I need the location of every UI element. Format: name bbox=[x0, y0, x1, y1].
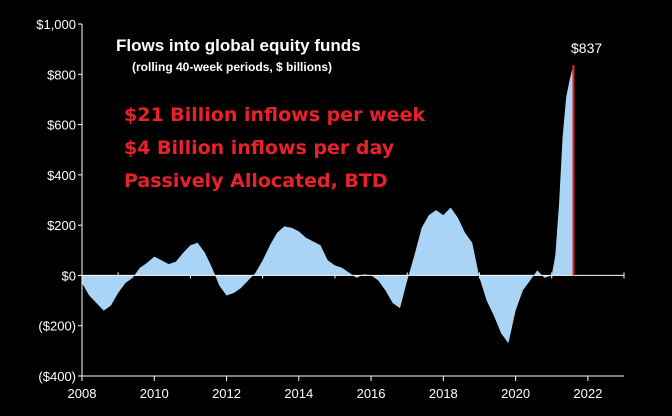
x-tick-label: 2010 bbox=[140, 386, 169, 401]
x-tick-label: 2022 bbox=[573, 386, 602, 401]
chart-subtitle: (rolling 40-week periods, $ billions) bbox=[132, 60, 333, 74]
x-axis: 2008 2010 2012 2014 2016 2018 2020 2022 bbox=[68, 272, 625, 401]
flows-area-series bbox=[82, 65, 574, 344]
y-tick-label: ($200) bbox=[38, 319, 76, 334]
y-tick-label: ($400) bbox=[38, 369, 76, 384]
y-tick-label: $0 bbox=[62, 268, 76, 283]
peak-value-label: $837 bbox=[571, 40, 603, 56]
annotation-weekly-inflows: $21 Billion inflows per week bbox=[124, 104, 426, 126]
y-tick-label: $200 bbox=[47, 218, 76, 233]
y-axis: ($400) ($200) $0 $200 $400 $600 $800 $1,000 bbox=[36, 17, 82, 384]
chart-title: Flows into global equity funds bbox=[116, 36, 361, 55]
y-tick-label: $400 bbox=[47, 168, 76, 183]
y-tick-label: $1,000 bbox=[36, 17, 76, 32]
x-tick-label: 2020 bbox=[501, 386, 530, 401]
annotation-passive-allocation: Passively Allocated, BTD bbox=[124, 170, 388, 192]
annotation-daily-inflows: $4 Billion inflows per day bbox=[124, 137, 395, 159]
x-tick-label: 2012 bbox=[212, 386, 241, 401]
y-tick-label: $600 bbox=[47, 118, 76, 133]
x-tick-label: 2014 bbox=[284, 386, 313, 401]
x-tick-label: 2018 bbox=[429, 386, 458, 401]
x-tick-label: 2008 bbox=[68, 386, 97, 401]
x-tick-label: 2016 bbox=[357, 386, 386, 401]
y-tick-label: $800 bbox=[47, 67, 76, 82]
